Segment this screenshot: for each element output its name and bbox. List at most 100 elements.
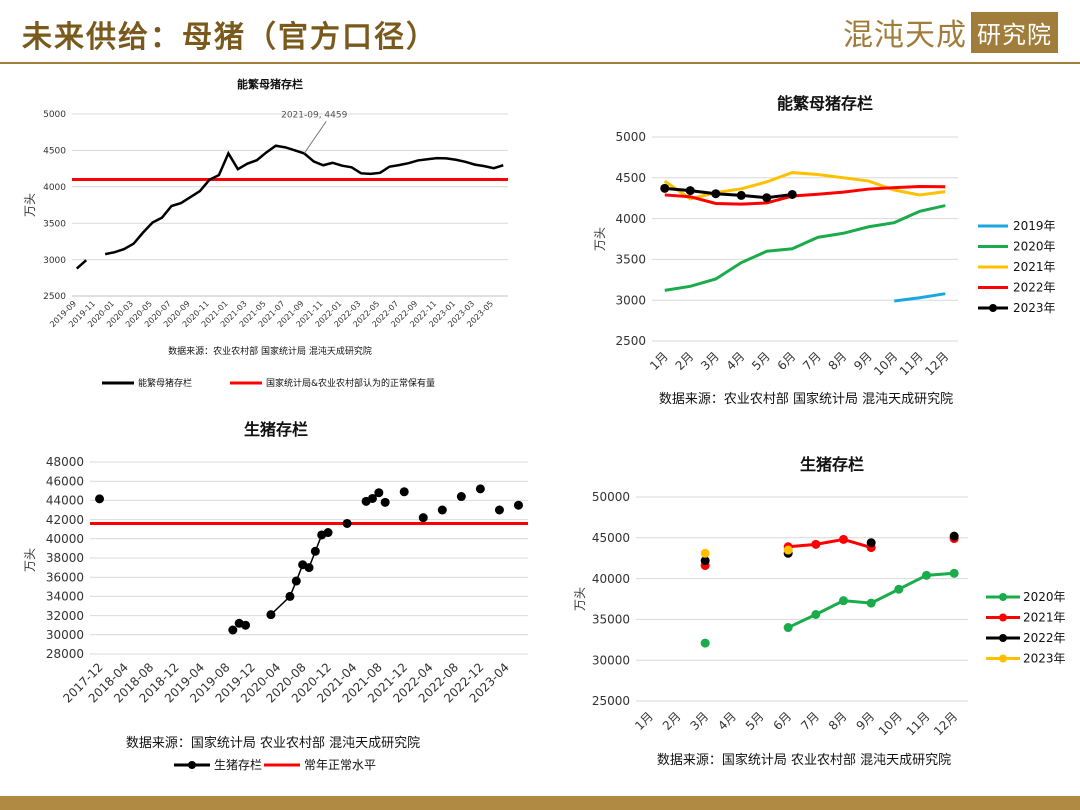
data-point: [700, 548, 710, 558]
y-tick-label: 50000: [592, 490, 630, 504]
hog-inventory-timeline-chart: 生猪存栏 28000 30000 32000 34000 36000 38000 40000 4…: [23, 420, 528, 772]
y-tick-label: 36000: [46, 570, 84, 584]
data-point: [367, 493, 377, 503]
x-tick-label: 8月: [826, 349, 850, 373]
source-note: 数据来源：农业农村部 国家统计局 混沌天成研究院: [659, 391, 953, 407]
data-point: [839, 596, 848, 606]
y-tick-label: 4000: [615, 212, 646, 226]
legend-label: 常年正常水平: [304, 758, 376, 772]
x-tick-label: 12月: [922, 349, 951, 378]
source-note: 数据来源：国家统计局 农业农村部 混沌天成研究院: [657, 752, 951, 768]
data-point: [291, 576, 301, 586]
y-tick-label: 40000: [592, 572, 630, 586]
y-tick-label: 2500: [615, 334, 646, 348]
x-tick-label: 4月: [715, 709, 739, 733]
series-line: [270, 531, 329, 616]
x-tick-label: 12月: [931, 709, 960, 738]
data-point: [787, 189, 797, 199]
data-point: [949, 568, 959, 578]
legend-marker: [989, 304, 997, 312]
y-tick-label: 4500: [615, 171, 646, 185]
sow-inventory-timeline-chart: 能繁母猪存栏250030003500400045005000万头2019-092…: [23, 77, 508, 389]
logo-text: 混沌天成: [843, 18, 967, 53]
page-title: 未来供给：母猪（官方口径）: [22, 20, 438, 55]
x-tick-label: 11月: [903, 709, 932, 738]
legend-label: 2021年: [1013, 260, 1056, 274]
x-tick-label: 2月: [660, 709, 684, 733]
logo: 混沌天成 研究院: [843, 11, 1058, 53]
y-tick-label: 3000: [43, 256, 66, 266]
legend-marker: [999, 593, 1007, 601]
data-point: [241, 620, 251, 630]
data-point: [437, 505, 447, 515]
x-tick-label: 3月: [698, 349, 722, 373]
legend-label: 2020年: [1023, 590, 1066, 604]
data-point: [304, 563, 314, 573]
data-point: [310, 546, 320, 556]
hog-inventory-monthly-chart: 生猪存栏 25000 30000 35000 40000 45000 50000 万头 1月 2月…: [573, 455, 1066, 768]
series-line: [894, 292, 946, 303]
data-point: [783, 545, 793, 555]
y-tick-label: 30000: [592, 653, 630, 667]
data-point: [783, 623, 793, 633]
x-tick-label: 1月: [632, 709, 656, 733]
legend-marker: [999, 654, 1007, 663]
data-point: [342, 518, 352, 528]
data-point: [811, 610, 821, 620]
x-tick-label: 1月: [647, 349, 671, 373]
data-point: [456, 492, 466, 502]
x-tick-label: 10月: [876, 709, 905, 738]
series-line: [75, 259, 88, 270]
y-tick-label: 30000: [46, 628, 84, 642]
chart-title: 能繁母猪存栏: [237, 77, 303, 91]
y-tick-label: 42000: [46, 513, 84, 527]
header-divider: [0, 62, 1080, 64]
y-tick-label: 32000: [46, 609, 84, 623]
data-point: [922, 570, 931, 580]
x-tick-label: 5月: [749, 349, 773, 373]
y-tick-label: 3000: [615, 293, 646, 307]
data-point: [866, 598, 876, 608]
source-note: 数据来源：农业农村部 国家统计局 混沌天成研究院: [168, 345, 372, 357]
y-tick-label: 25000: [592, 694, 630, 708]
data-point: [494, 505, 504, 515]
y-tick-label: 44000: [46, 494, 84, 508]
x-tick-label: 6月: [771, 709, 795, 733]
sow-inventory-monthly-chart: 能繁母猪存栏 2500 3000 3500 4000 4500 5000 万头 1月 2月 3月 4月…: [593, 94, 1056, 407]
x-tick-label: 7月: [798, 709, 822, 733]
y-tick-label: 40000: [46, 532, 84, 546]
x-tick-label: 3月: [688, 709, 712, 733]
y-tick-label: 5000: [43, 110, 66, 120]
legend-label: 能繁母猪存栏: [138, 377, 192, 389]
data-point: [399, 487, 409, 497]
legend-marker: [188, 761, 196, 769]
y-tick-label: 46000: [46, 474, 84, 488]
data-point: [811, 539, 821, 549]
legend-marker: [999, 634, 1007, 642]
legend-label: 2020年: [1013, 240, 1056, 254]
data-point: [323, 528, 333, 538]
y-tick-label: 4500: [43, 147, 66, 157]
data-point: [711, 189, 721, 199]
page-header: 未来供给：母猪（官方口径） 混沌天成 研究院: [0, 0, 1080, 64]
data-point: [762, 193, 772, 203]
data-point: [475, 484, 485, 494]
data-point: [513, 500, 523, 510]
data-point: [374, 488, 384, 498]
data-point: [700, 638, 710, 648]
y-axis-label: 万头: [23, 548, 37, 572]
x-tick-label: 4月: [724, 349, 748, 373]
data-point: [285, 591, 295, 601]
series-line: [104, 144, 504, 256]
y-tick-label: 2500: [43, 292, 66, 302]
footer-bar: [0, 796, 1080, 810]
data-point: [228, 625, 238, 635]
y-tick-label: 5000: [615, 130, 646, 144]
x-tick-label: 5月: [743, 709, 767, 733]
y-tick-label: 48000: [46, 455, 84, 469]
y-tick-label: 3500: [43, 219, 66, 229]
source-note: 数据来源：国家统计局 农业农村部 混沌天成研究院: [126, 735, 420, 751]
legend-label: 2021年: [1023, 611, 1066, 625]
y-tick-label: 4000: [43, 183, 66, 193]
chart-title: 生猪存栏: [244, 420, 308, 439]
